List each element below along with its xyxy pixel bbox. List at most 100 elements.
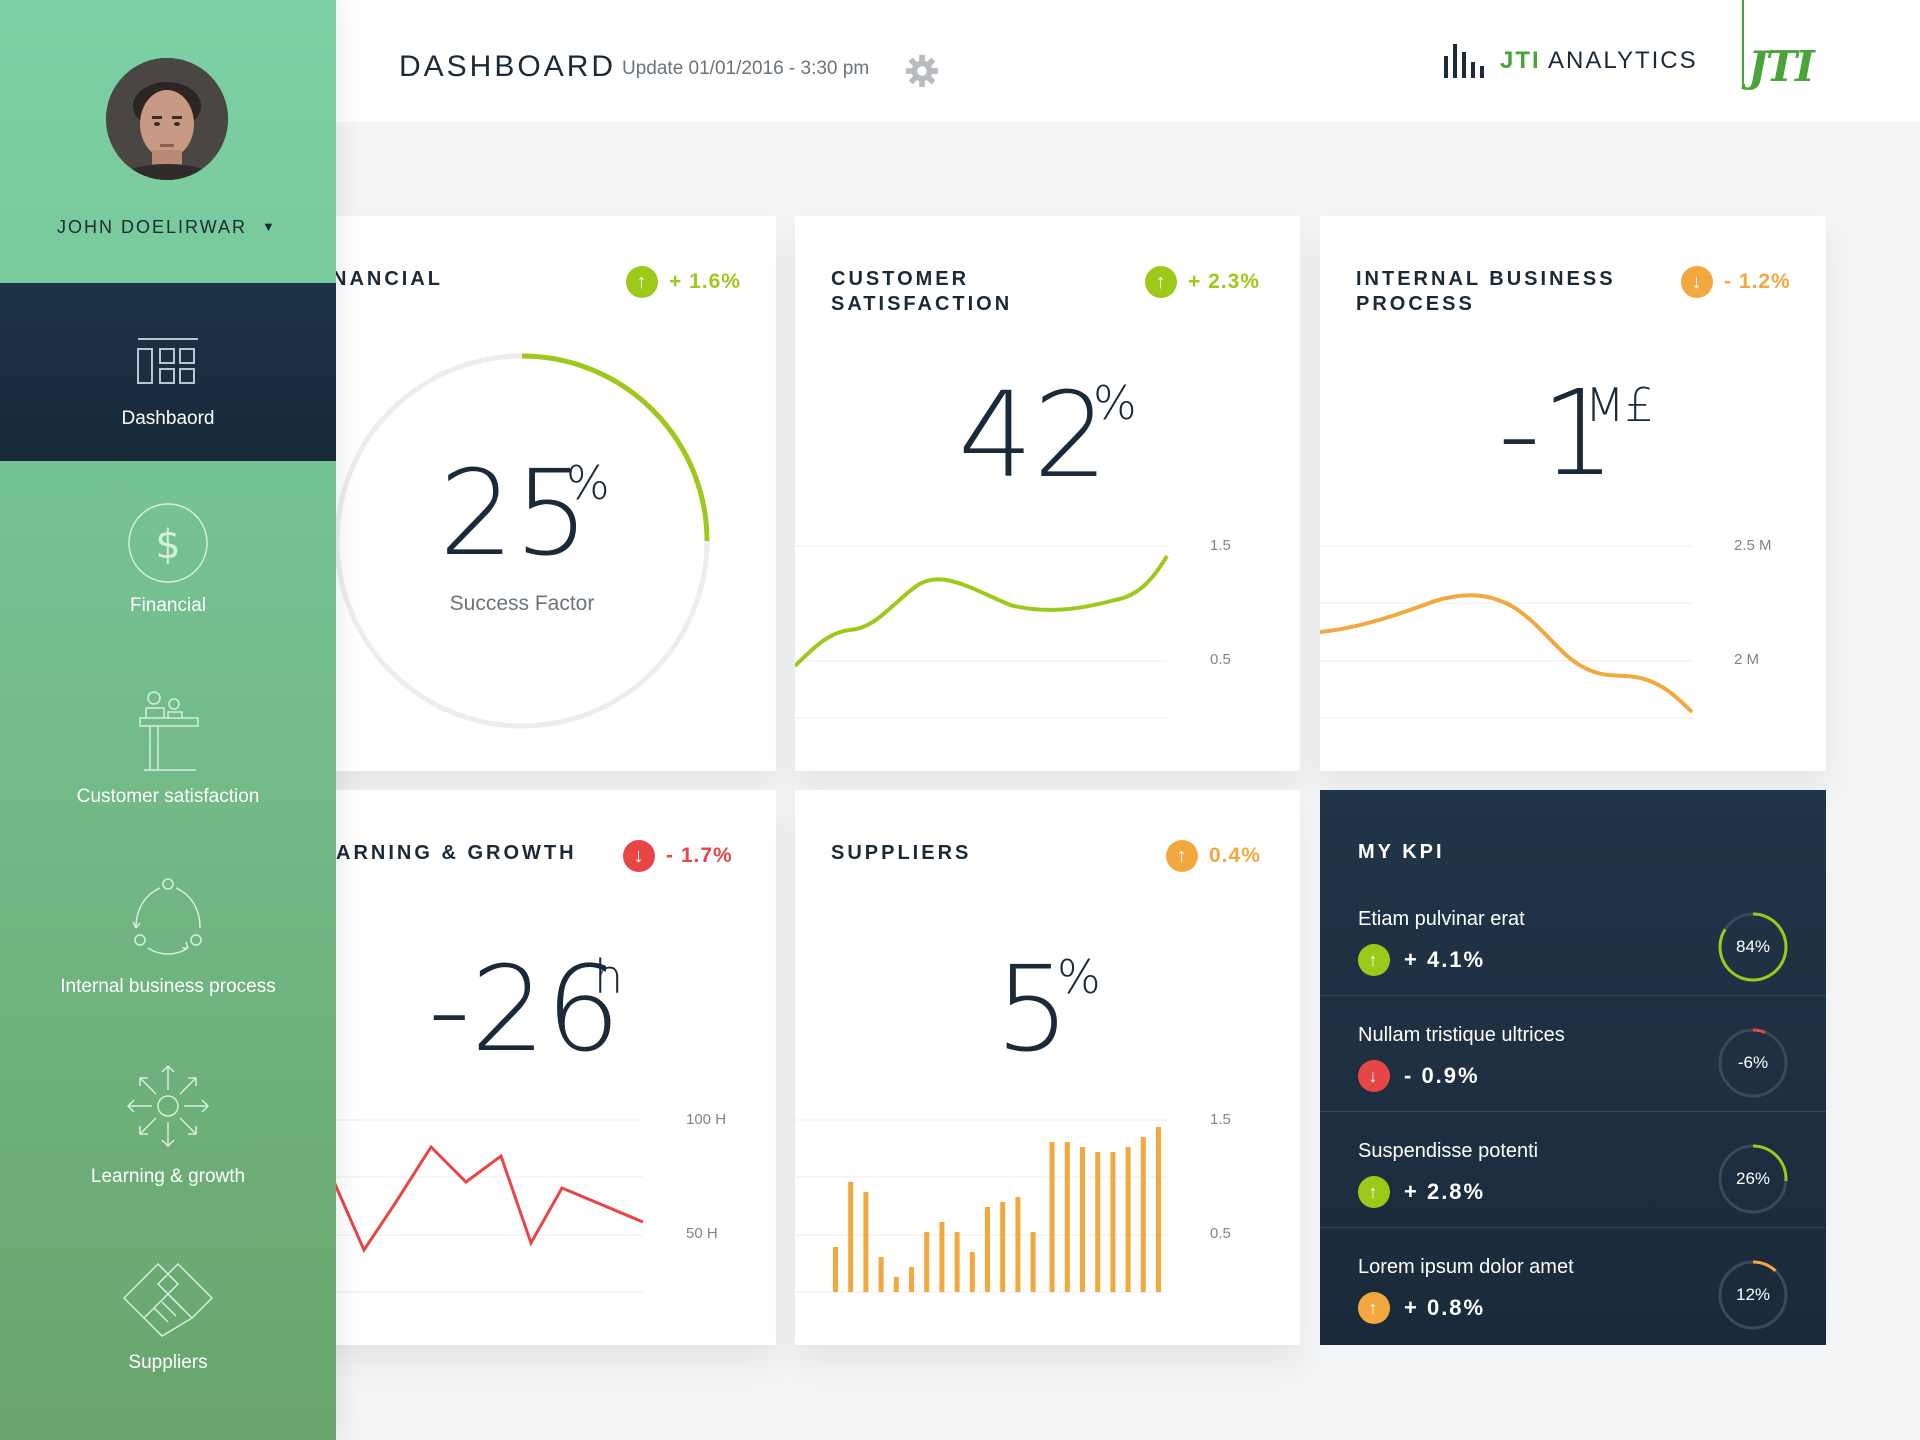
- card-title: CUSTOMER SATISFACTION: [831, 268, 1013, 315]
- supplier-bar: [863, 1192, 869, 1292]
- card-title: INTERNAL BUSINESS PROCESS: [1356, 268, 1616, 315]
- supplier-bar: [1064, 1142, 1070, 1292]
- kpi-name: Nullam tristique ultrices: [1358, 1024, 1565, 1046]
- success-ring: [334, 353, 710, 729]
- supplier-bar: [939, 1222, 945, 1292]
- arrow-up-icon: ↑: [1358, 1176, 1390, 1208]
- sidebar-item-label: Customer satisfaction: [76, 786, 260, 807]
- internal-line: [1320, 593, 1694, 714]
- axis-bottom-label: 50 H: [686, 1225, 718, 1242]
- supplier-bar: [969, 1252, 975, 1292]
- sidebar-item-suppliers[interactable]: Suppliers: [0, 1206, 336, 1396]
- supplier-bar: [1000, 1202, 1006, 1292]
- customer-satisfaction-card[interactable]: CUSTOMER SATISFACTION ↑ + 2.3% 42 % 1.5 …: [795, 216, 1300, 771]
- supplier-bar: [1049, 1142, 1055, 1292]
- value-unit: %: [1093, 376, 1137, 430]
- svg-text:$: $: [155, 522, 180, 568]
- learning-line-chart: [276, 1119, 644, 1293]
- change-badge: ↑ + 2.3%: [1145, 266, 1260, 298]
- internal-process-card[interactable]: INTERNAL BUSINESS PROCESS ↓ - 1.2% -1 M£…: [1320, 216, 1826, 771]
- supplier-bar: [1125, 1147, 1131, 1292]
- gear-icon[interactable]: [903, 52, 941, 90]
- supplier-bar: [1110, 1152, 1116, 1292]
- axis-top-label: 1.5: [1210, 1111, 1231, 1128]
- value-unit: %: [566, 456, 610, 510]
- change-badge: ↓ - 1.2%: [1681, 266, 1791, 298]
- internal-line-chart: [1320, 545, 1694, 719]
- kpi-row[interactable]: Etiam pulvinar erat ↑ + 4.1% 84%: [1320, 880, 1826, 996]
- supplier-bar: [1015, 1197, 1021, 1292]
- kpi-change: ↓ - 0.9%: [1358, 1060, 1480, 1092]
- learning-value: -26: [428, 940, 621, 1078]
- axis-bottom-label: 0.5: [1210, 651, 1231, 668]
- internal-value: -1: [1498, 364, 1616, 502]
- card-title: NANCIAL: [332, 268, 443, 290]
- arrow-up-icon: ↑: [1358, 944, 1390, 976]
- value-unit: %: [1057, 950, 1101, 1004]
- kpi-ring-value: 84%: [1735, 937, 1771, 956]
- arrow-up-icon: ↑: [1166, 840, 1198, 872]
- satisfaction-value: 42: [958, 366, 1109, 504]
- supplier-bar: [1080, 1147, 1085, 1292]
- success-value: 25: [439, 444, 590, 582]
- process-cycle-icon: [132, 878, 202, 955]
- financial-card[interactable]: NANCIAL ↑ + 1.6% 25 % Success Factor: [276, 216, 776, 771]
- learning-growth-card[interactable]: ARNING & GROWTH ↓ - 1.7% -26 h 100 H 50 …: [276, 790, 776, 1345]
- value-unit: M£: [1585, 378, 1654, 432]
- satisfaction-line-chart: [795, 545, 1169, 719]
- supplier-bar: [1030, 1232, 1036, 1292]
- arrow-down-icon: ↓: [1681, 266, 1713, 298]
- kpi-change: ↑ + 4.1%: [1358, 944, 1485, 976]
- kpi-row[interactable]: Nullam tristique ultrices ↓ - 0.9% -6%: [1320, 996, 1826, 1112]
- kpi-row[interactable]: Lorem ipsum dolor amet ↑ + 0.8% 12%: [1320, 1228, 1826, 1344]
- change-badge: ↓ - 1.7%: [623, 840, 733, 872]
- change-badge: ↑ + 1.6%: [626, 266, 741, 298]
- arrow-up-icon: ↑: [626, 266, 658, 298]
- sidebar-item-dashboard[interactable]: Dashbaord: [0, 283, 336, 461]
- sidebar-item-label: Learning & growth: [90, 1166, 246, 1187]
- supplier-bar: [1140, 1137, 1146, 1292]
- arrow-down-icon: ↓: [623, 840, 655, 872]
- kpi-row[interactable]: Suspendisse potenti ↑ + 2.8% 26%: [1320, 1112, 1826, 1228]
- arrow-up-icon: ↑: [1145, 266, 1177, 298]
- supplier-bar: [985, 1207, 990, 1292]
- card-title: SUPPLIERS: [831, 842, 972, 864]
- supplier-bar: [924, 1232, 930, 1292]
- sidebar-item-financial[interactable]: $ Financial: [0, 461, 336, 636]
- sidebar-item-label: Dashbaord: [121, 408, 215, 429]
- my-kpi-panel: MY KPI Etiam pulvinar erat ↑ + 4.1% 84% …: [1320, 790, 1826, 1345]
- suppliers-card[interactable]: SUPPLIERS ↑ 0.4% 5 % 1.5 0.5: [795, 790, 1300, 1345]
- suppliers-bar-chart: [795, 1119, 1167, 1293]
- kpi-name: Suspendisse potenti: [1358, 1140, 1539, 1162]
- user-name[interactable]: JOHN DOELIRWAR: [57, 217, 248, 237]
- sidebar-item-internal-process[interactable]: Internal business process: [0, 826, 336, 1016]
- page-title: DASHBOARD: [399, 50, 617, 83]
- axis-top-label: 1.5: [1210, 537, 1231, 554]
- supplier-bar: [893, 1277, 899, 1292]
- update-timestamp: Update 01/01/2016 - 3:30 pm: [622, 58, 870, 79]
- kpi-change: ↑ + 0.8%: [1358, 1292, 1485, 1324]
- kpi-title: MY KPI: [1358, 841, 1445, 863]
- avatar[interactable]: [106, 58, 228, 180]
- kpi-ring-value: -6%: [1737, 1053, 1769, 1072]
- axis-bottom-label: 2 M: [1734, 651, 1760, 668]
- dashboard-icon: [137, 338, 198, 384]
- brand-name: JTI ANALYTICS: [1500, 47, 1698, 74]
- sidebar-item-customer-satisfaction[interactable]: Customer satisfaction: [0, 636, 336, 826]
- kpi-progress-ring: [1718, 912, 1788, 982]
- supplier-bar: [848, 1182, 854, 1292]
- kpi-progress-ring: [1718, 1144, 1788, 1214]
- sidebar-item-label: Suppliers: [128, 1352, 208, 1373]
- kpi-progress-ring: [1718, 1028, 1788, 1098]
- supplier-bar: [1156, 1127, 1161, 1292]
- chevron-down-icon[interactable]: ▼: [262, 219, 275, 234]
- axis-top-label: 2.5 M: [1734, 537, 1772, 554]
- company-logo: JTI: [1748, 42, 1815, 91]
- supplier-bar: [954, 1232, 960, 1292]
- suppliers-value: 5: [995, 940, 1071, 1078]
- sidebar: JOHN DOELIRWAR ▼ Dashbaord $ Financial: [0, 0, 336, 1440]
- sidebar-item-label: Financial: [129, 595, 207, 616]
- kpi-change: ↑ + 2.8%: [1358, 1176, 1485, 1208]
- success-label: Success Factor: [449, 592, 595, 615]
- sidebar-item-learning-growth[interactable]: Learning & growth: [0, 1016, 336, 1206]
